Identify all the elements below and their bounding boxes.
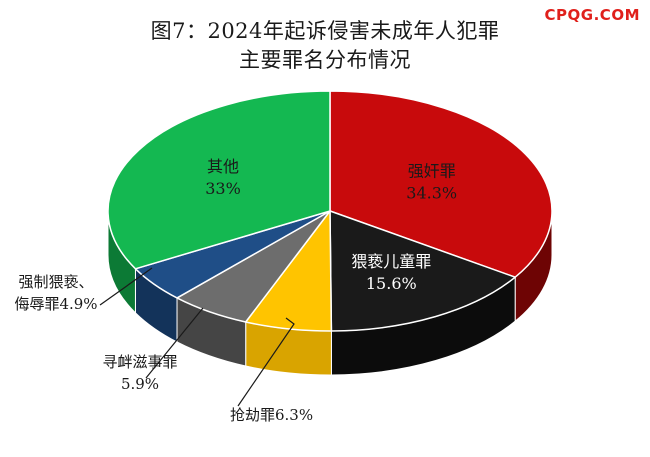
watermark: CPQG.COM: [544, 6, 640, 24]
slice-1-label-line: 强奸罪: [408, 162, 456, 181]
slice-3-label-line: 抢劫罪6.3%: [230, 406, 313, 424]
slice-6-top: [107, 90, 331, 270]
slice-4-label-line: 5.9%: [121, 375, 159, 393]
slice-3-leader-line: [237, 317, 295, 407]
slice-4-label-line: 寻衅滋事罪: [102, 353, 177, 371]
slice-4-label: 寻衅滋事罪 5.9%: [102, 307, 204, 393]
chart-subtitle: 主要罪名分布情况: [239, 48, 411, 72]
chart-title: 图7：2024年起诉侵害未成年人犯罪: [150, 19, 500, 43]
slice-5-label: 强制猥亵、侮辱罪4.9%: [14, 267, 153, 313]
slice-6-label: 其他 33%: [205, 157, 241, 198]
slice-3-label: 抢劫罪6.3%: [230, 317, 313, 424]
slice-2-label: 猥亵儿童罪 15.6%: [351, 252, 431, 293]
slice-4-leader-line: [145, 307, 204, 379]
pie-slices: [107, 90, 553, 332]
pie-labels: 强奸罪 34.3% 猥亵儿童罪 15.6% 抢劫罪6.3% 寻衅滋事罪 5.9% 强制猥亵、侮…: [14, 157, 457, 424]
slice-5-label-line: 强制猥亵、: [18, 273, 93, 291]
slice-2-top: [329, 210, 516, 332]
slice-1-label: 强奸罪 34.3%: [406, 162, 457, 203]
slice-6-label-line: 33%: [205, 179, 241, 198]
slice-2-label-line: 猥亵儿童罪: [351, 252, 431, 271]
slice-6-label-line: 其他: [207, 157, 239, 176]
slice-2-label-line: 15.6%: [366, 274, 417, 293]
slice-5-label-line: 侮辱罪4.9%: [14, 295, 97, 313]
slice-1-label-line: 34.3%: [406, 184, 457, 203]
slice-5-leader-line: [99, 267, 153, 306]
pie-sides: [107, 210, 553, 376]
